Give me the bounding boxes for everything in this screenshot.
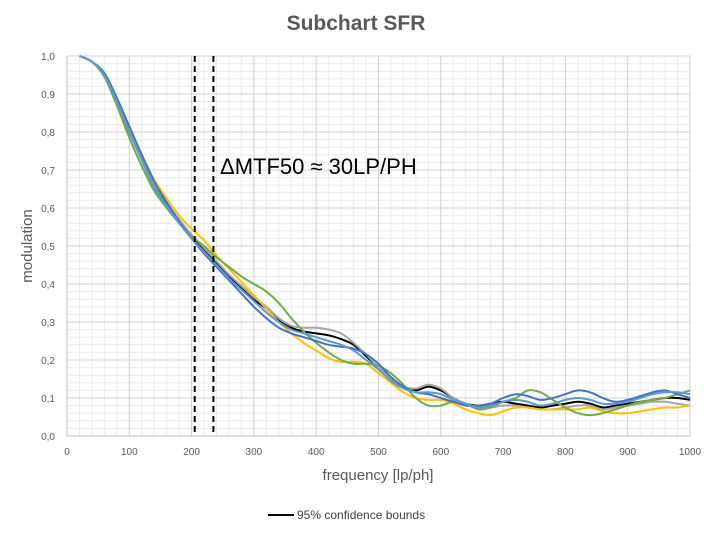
x-tick-label: 0: [64, 447, 70, 458]
tick-labels: 0 100 200 300 400 500 600 700 800 900 1000 0,0 0,1 0,…: [41, 52, 701, 458]
series-line-green: [79, 55, 691, 417]
series-lines: [79, 55, 691, 417]
x-tick-label: 200: [183, 447, 200, 458]
x-tick-label: 700: [495, 447, 512, 458]
y-tick-label: 0,0: [41, 432, 55, 443]
y-tick-label: 0,3: [41, 318, 55, 329]
x-tick-label: 400: [308, 447, 325, 458]
y-tick-label: 0,2: [41, 356, 55, 367]
x-tick-label: 1000: [679, 447, 702, 458]
series-line-light-blue: [79, 55, 691, 409]
y-tick-label: 0,6: [41, 204, 55, 215]
x-tick-label: 300: [246, 447, 263, 458]
y-tick-label: 0,4: [41, 280, 55, 291]
y-tick-label: 0,7: [41, 166, 55, 177]
delta-mtf50-annotation: ΔMTF50 ≈ 30LP/PH: [220, 154, 417, 179]
series-line-gray: [79, 55, 691, 411]
major-gridlines: [66, 55, 691, 437]
y-tick-label: 0,1: [41, 394, 55, 405]
x-axis-label: frequency [lp/ph]: [323, 467, 434, 484]
y-tick-label: 0,9: [41, 90, 55, 101]
y-tick-label: 1,0: [41, 52, 55, 63]
x-tick-label: 600: [432, 447, 449, 458]
x-tick-label: 800: [557, 447, 574, 458]
legend: 95% confidence bounds: [268, 508, 425, 522]
y-axis-label: modulation: [19, 209, 36, 282]
x-tick-label: 500: [370, 447, 387, 458]
y-tick-label: 0,5: [41, 242, 55, 253]
legend-label: 95% confidence bounds: [297, 508, 425, 522]
x-tick-label: 900: [619, 447, 636, 458]
series-line-blue: [79, 55, 691, 407]
y-tick-label: 0,8: [41, 128, 55, 139]
dashed-markers: [193, 56, 215, 436]
series-line-orange: [79, 55, 691, 417]
chart-title: Subchart SFR: [287, 12, 426, 35]
axes: [66, 56, 690, 437]
x-tick-label: 100: [121, 447, 138, 458]
